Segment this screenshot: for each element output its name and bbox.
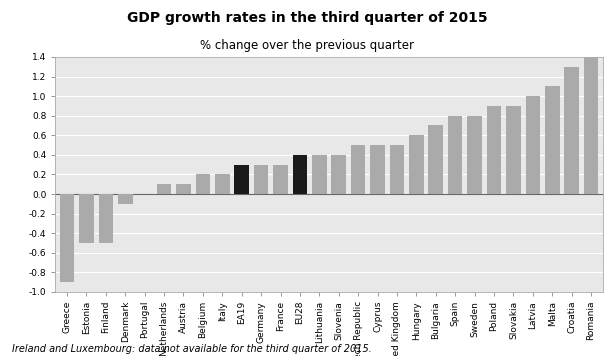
Bar — [526, 96, 540, 194]
Bar — [467, 116, 482, 194]
Bar — [331, 155, 346, 194]
Bar — [390, 145, 404, 194]
Bar — [98, 194, 113, 243]
Bar — [312, 155, 327, 194]
Bar — [196, 174, 210, 194]
Bar — [215, 174, 229, 194]
Bar — [254, 164, 268, 194]
Bar — [351, 145, 365, 194]
Bar — [429, 125, 443, 194]
Bar — [370, 145, 385, 194]
Bar — [60, 194, 74, 282]
Bar — [486, 106, 501, 194]
Bar — [79, 194, 93, 243]
Text: GDP growth rates in the third quarter of 2015: GDP growth rates in the third quarter of… — [127, 11, 488, 25]
Bar — [176, 184, 191, 194]
Bar — [506, 106, 521, 194]
Text: Ireland and Luxembourg: data not available for the third quarter of 2015.: Ireland and Luxembourg: data not availab… — [12, 344, 372, 354]
Bar — [118, 194, 132, 204]
Bar — [409, 135, 424, 194]
Bar — [565, 67, 579, 194]
Bar — [293, 155, 307, 194]
Bar — [234, 164, 249, 194]
Bar — [157, 184, 172, 194]
Bar — [273, 164, 288, 194]
Bar — [448, 116, 462, 194]
Bar — [545, 86, 560, 194]
Text: % change over the previous quarter: % change over the previous quarter — [200, 39, 415, 52]
Bar — [584, 57, 598, 194]
